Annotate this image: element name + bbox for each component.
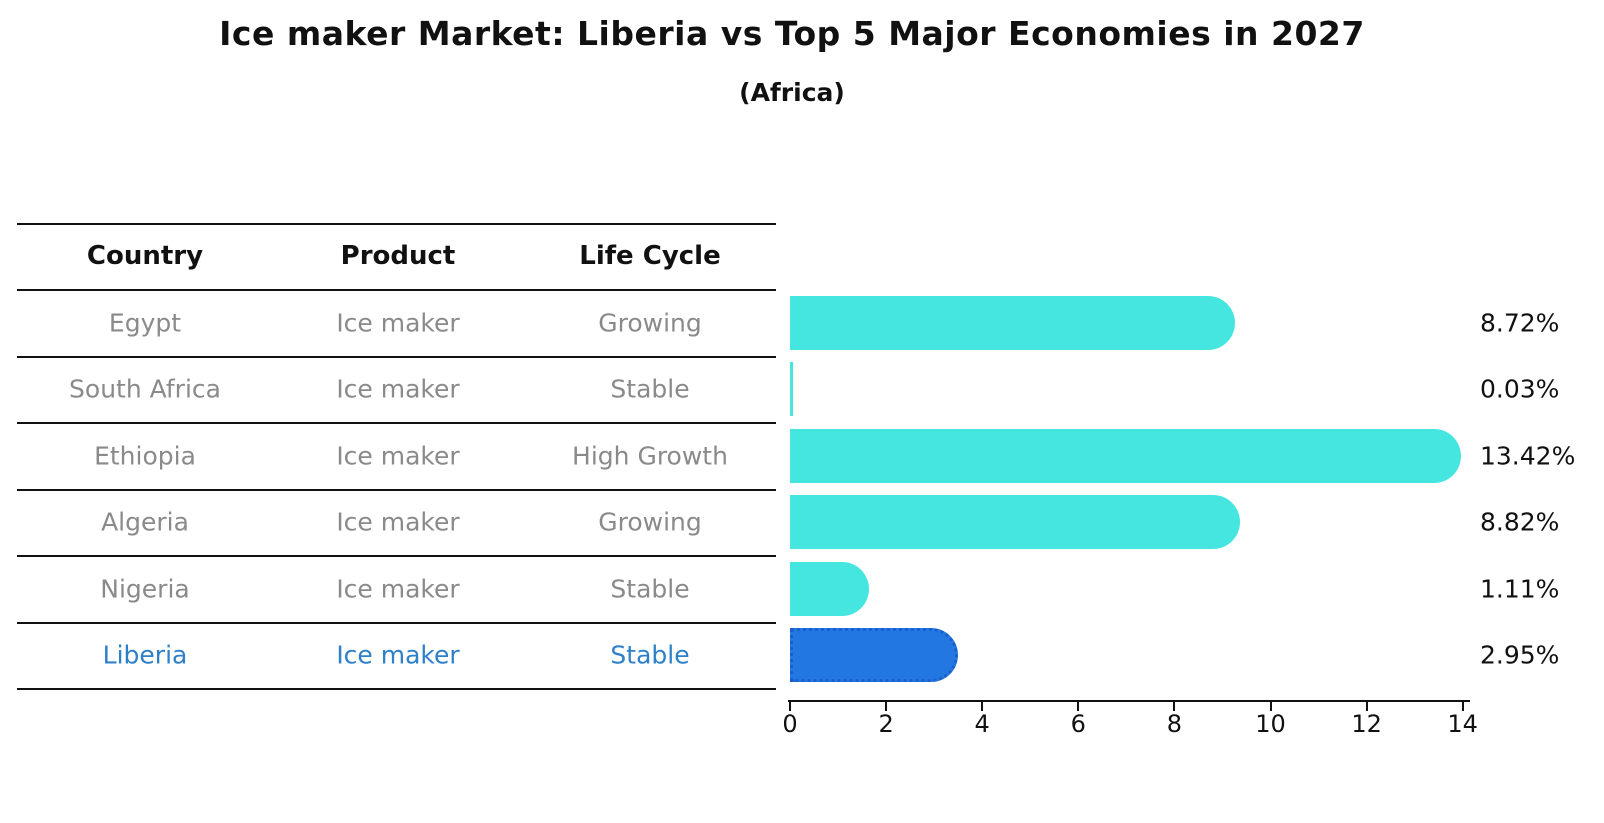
x-axis-line <box>788 700 1470 702</box>
x-axis-tick <box>1269 702 1272 711</box>
table-cell-life_cycle: Growing <box>598 507 702 537</box>
table-cell-product: Ice maker <box>336 574 460 603</box>
table-cell-life_cycle: High Growth <box>572 441 728 470</box>
x-axis-tick-label: 8 <box>1166 710 1183 738</box>
table-rule <box>17 688 776 690</box>
bar-value-label: 8.72% <box>1480 308 1560 337</box>
table-cell-life_cycle: Growing <box>598 308 702 337</box>
x-axis-tick <box>1365 702 1368 711</box>
x-axis-tick <box>789 702 791 711</box>
bar-value-label: 2.95% <box>1480 640 1560 670</box>
bar-ethiopia <box>790 428 1461 483</box>
table-cell-life_cycle: Stable <box>610 640 690 670</box>
table-cell-product: Ice maker <box>336 441 460 470</box>
table-rule <box>17 289 776 291</box>
x-axis-tick-label: 4 <box>974 710 990 738</box>
x-axis-tick <box>1173 702 1176 711</box>
x-axis-tick <box>1077 702 1080 711</box>
x-axis-tick-label: 0 <box>782 710 798 738</box>
chart-subtitle: (Africa) <box>739 78 845 107</box>
table-header-product: Product <box>340 241 456 271</box>
x-axis-tick-label: 6 <box>1070 710 1086 738</box>
bar-liberia-highlight <box>790 628 958 682</box>
table-rule <box>17 489 776 491</box>
bar-algeria <box>790 495 1240 549</box>
x-axis-tick-label: 2 <box>878 710 894 738</box>
x-axis-tick-label: 10 <box>1255 710 1286 738</box>
table-cell-country: Liberia <box>102 640 188 670</box>
table-cell-country: Nigeria <box>100 574 190 603</box>
table-cell-product: Ice maker <box>336 640 460 670</box>
x-axis-tick <box>885 702 888 711</box>
x-axis-tick-label: 14 <box>1447 710 1478 738</box>
table-header-country: Country <box>86 241 204 271</box>
table-cell-country: Algeria <box>101 507 189 537</box>
table-cell-life_cycle: Stable <box>610 374 690 404</box>
bar-south-africa <box>790 362 793 416</box>
bar-value-label: 13.42% <box>1480 441 1576 470</box>
table-rule <box>17 555 776 557</box>
table-rule <box>17 622 776 624</box>
bar-nigeria <box>790 561 870 616</box>
table-header-life-cycle: Life Cycle <box>579 241 721 271</box>
table-cell-life_cycle: Stable <box>610 574 690 603</box>
table-cell-country: Ethiopia <box>94 441 196 470</box>
table-rule <box>17 356 776 358</box>
bar-value-label: 0.03% <box>1480 374 1560 404</box>
table-rule <box>17 223 776 225</box>
table-cell-product: Ice maker <box>336 374 460 404</box>
chart-title: Ice maker Market: Liberia vs Top 5 Major… <box>219 14 1365 53</box>
bar-value-label: 1.11% <box>1480 574 1560 603</box>
table-cell-product: Ice maker <box>336 308 460 337</box>
table-cell-country: Egypt <box>108 308 182 337</box>
x-axis-tick <box>1461 702 1464 711</box>
x-axis-tick <box>981 702 984 711</box>
table-rule <box>17 422 776 424</box>
bar-egypt <box>790 295 1235 350</box>
bar-value-label: 8.82% <box>1480 507 1560 537</box>
table-cell-country: South Africa <box>69 374 221 404</box>
x-axis-tick-label: 12 <box>1351 710 1382 738</box>
table-cell-product: Ice maker <box>336 507 460 537</box>
